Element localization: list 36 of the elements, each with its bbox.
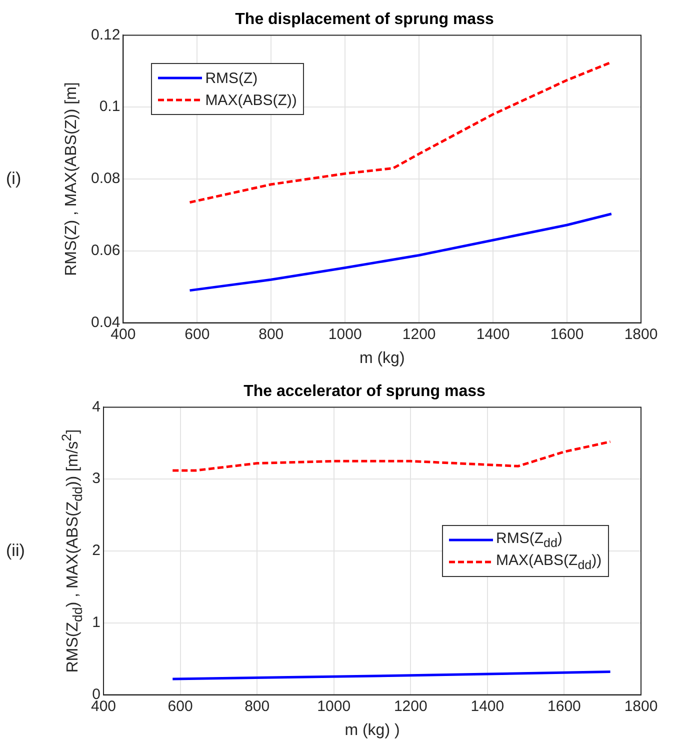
x-axis-title: m (kg) ) (344, 722, 400, 739)
legend-label: RMS(Z$_{dd}$) (496, 530, 562, 550)
x-tick-label: 1000 (317, 698, 351, 715)
x-tick-label: 400 (91, 698, 116, 715)
x-tick-label: 1000 (328, 326, 362, 343)
y-axis-title: RMS(Z) , MAX(ABS(Z)) [m] (63, 82, 81, 276)
y-tick-label: 1 (92, 614, 101, 632)
y-tick-label: 0.06 (90, 242, 120, 260)
x-tick-label: 600 (168, 698, 193, 715)
y-tick-label: 0.08 (90, 170, 120, 188)
legend-label: MAX(ABS(Z$_{dd}$)) (496, 552, 602, 572)
text: (i) (6, 169, 22, 189)
x-tick-label: 1600 (548, 698, 581, 715)
x-tick-label: 800 (258, 326, 284, 343)
y-tick-label: 2 (92, 542, 101, 560)
line-series (171, 440, 612, 472)
x-tick-label: 1400 (470, 698, 504, 715)
y-tick-label: 3 (92, 470, 101, 488)
x-tick-label: 1200 (394, 698, 428, 715)
x-axis-title: m (kg) (359, 350, 405, 367)
text: (ii) (6, 541, 25, 561)
legend-label: MAX(ABS(Z)) (205, 92, 297, 109)
chart-title: The accelerator of sprung mass (244, 383, 486, 400)
legend-label: RMS(Z) (205, 70, 258, 87)
x-tick-label: 1800 (624, 698, 658, 715)
x-tick-label: 1600 (550, 326, 584, 343)
x-tick-label: 400 (110, 326, 136, 343)
chart-title: The displacement of sprung mass (235, 11, 494, 28)
x-tick-label: 600 (184, 326, 210, 343)
x-tick-label: 1200 (402, 326, 436, 343)
x-tick-label: 1800 (624, 326, 658, 343)
y-tick-label: 0.1 (99, 98, 120, 116)
y-tick-label: 4 (92, 398, 101, 416)
x-tick-label: 800 (244, 698, 270, 715)
y-tick-label: 0.12 (90, 26, 120, 44)
x-tick-label: 1400 (476, 326, 510, 343)
